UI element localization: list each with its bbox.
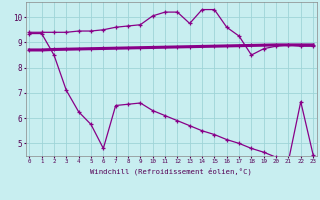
X-axis label: Windchill (Refroidissement éolien,°C): Windchill (Refroidissement éolien,°C) [90, 167, 252, 175]
